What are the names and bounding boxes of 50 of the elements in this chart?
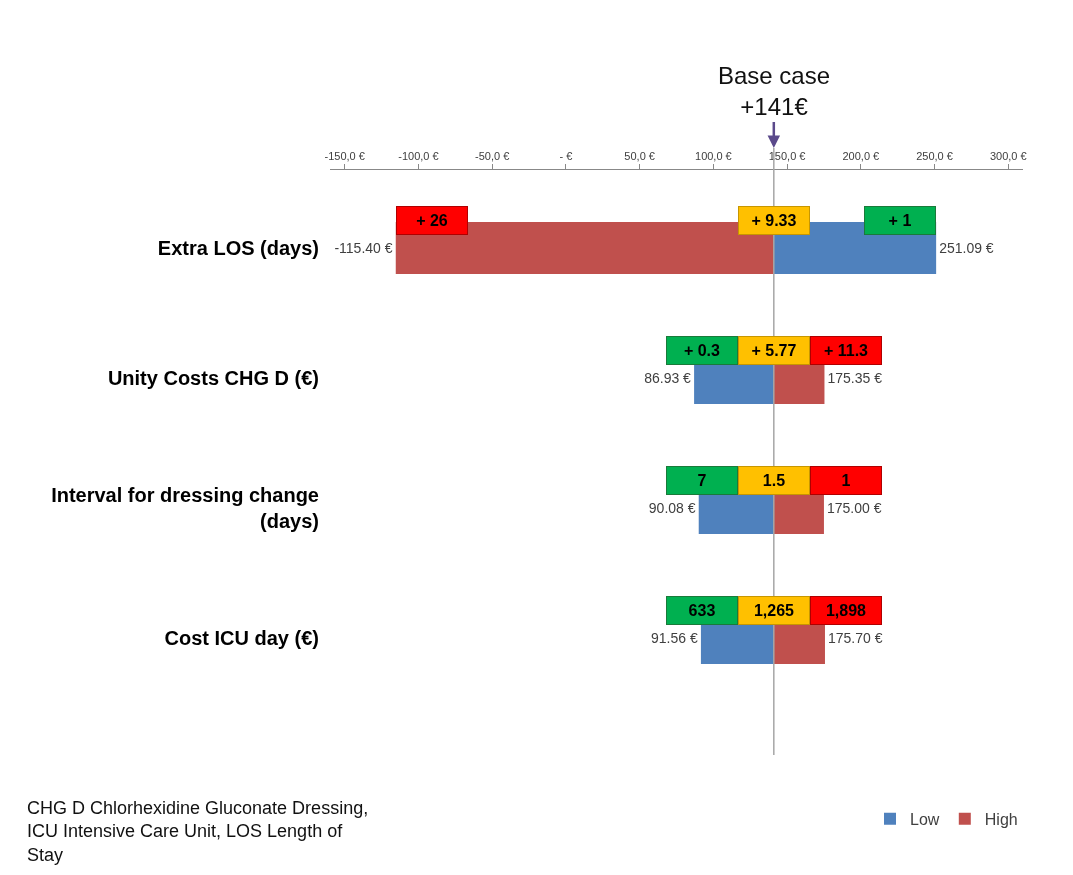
x-tick-label: 200,0 €	[842, 149, 880, 162]
label-box: + 11.3	[810, 336, 882, 365]
x-tick-label: - €	[559, 149, 573, 162]
label-box: + 5.77	[738, 336, 810, 365]
x-tick-label: -100,0 €	[398, 149, 439, 162]
label-box: + 0.3	[666, 336, 738, 365]
annotation: 633	[688, 602, 716, 619]
data-label: -115.40 €	[334, 240, 393, 256]
annotation: 1,898	[825, 602, 867, 619]
legend-label: High	[984, 810, 1018, 828]
data-label: 175.00 €	[826, 500, 882, 516]
data-label: 175.70 €	[827, 630, 883, 646]
x-tick-label: -50,0 €	[475, 149, 510, 162]
annotation: + 0.3	[683, 342, 721, 359]
x-tick-label: -150,0 €	[324, 149, 365, 162]
text: CHG D Chlorhexidine Gluconate Dressing, ICU Intensive Care Unit, LOS Length of Stay	[27, 798, 369, 865]
legend-label: Low	[910, 810, 940, 828]
x-tick-label: 50,0 €	[624, 149, 655, 162]
y-tick-label: Extra LOS (days)	[157, 237, 319, 259]
x-tick-label: 100,0 €	[695, 149, 732, 162]
annotation: 7	[697, 472, 707, 489]
annotation: + 1	[888, 212, 912, 229]
annotation: + 5.77	[751, 342, 797, 359]
data-label: 251.09 €	[939, 240, 994, 256]
ref-line-label: Base case +141€	[718, 62, 831, 121]
label-box: 7	[666, 466, 738, 495]
x-tick-label: 150,0 €	[768, 149, 806, 162]
label-box: + 9.33	[738, 206, 810, 235]
annotation: 1.5	[762, 472, 786, 489]
label-box: 1	[810, 466, 882, 495]
label-box: 1,265	[738, 596, 810, 625]
y-tick-label: Cost ICU day (€)	[164, 627, 319, 649]
annotation: + 9.33	[751, 212, 797, 229]
data-label: 175.35 €	[827, 370, 883, 386]
data-label: 91.56 €	[651, 630, 698, 646]
data-label: 86.93 €	[644, 370, 692, 386]
annotation: + 26	[416, 212, 448, 229]
y-tick-label: Unity Costs CHG D (€)	[107, 367, 319, 389]
annotation: + 11.3	[823, 342, 869, 359]
label-box: + 26	[396, 206, 468, 235]
label-box: + 1	[864, 206, 936, 235]
annotation: 1,265	[753, 602, 795, 619]
label-box: 1,898	[810, 596, 882, 625]
y-tick-label: Interval for dressing change (days)	[51, 484, 319, 532]
x-tick-label: 300,0 €	[989, 149, 1027, 162]
x-tick-label: 250,0 €	[916, 149, 953, 162]
label-box: 1.5	[738, 466, 810, 495]
annotation: 1	[841, 472, 851, 489]
label-box: 633	[666, 596, 738, 625]
data-label: 90.08 €	[648, 500, 696, 516]
